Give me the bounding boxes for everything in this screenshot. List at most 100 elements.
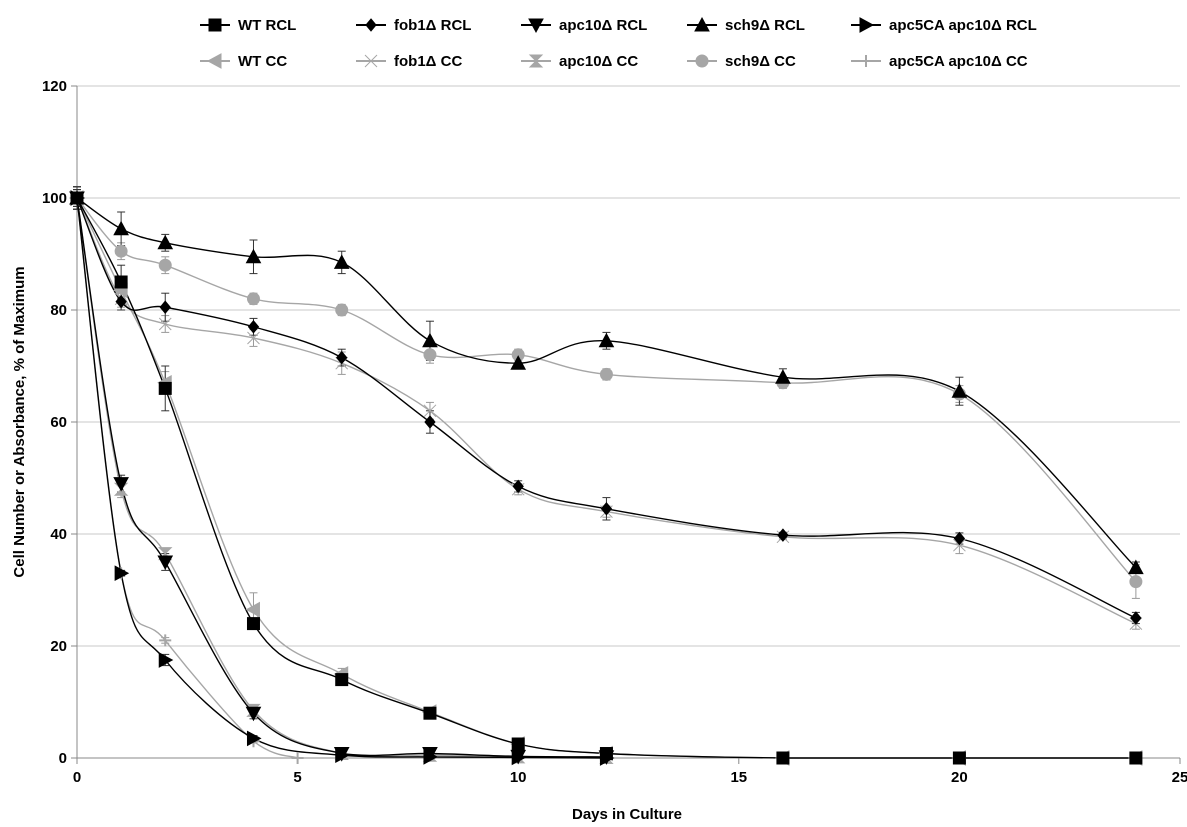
data-point — [158, 381, 172, 395]
data-point — [951, 383, 968, 398]
data-point — [246, 617, 260, 631]
y-tick-label: 120 — [42, 78, 67, 95]
legend-marker — [528, 18, 544, 34]
data-point — [333, 254, 350, 269]
data-point — [245, 248, 262, 264]
y-tick-label: 0 — [59, 750, 67, 767]
x-tick-label: 20 — [951, 769, 968, 786]
data-point — [157, 234, 174, 250]
data-points — [68, 189, 1144, 766]
data-point — [113, 477, 129, 492]
data-point — [246, 730, 262, 747]
data-point — [247, 320, 260, 334]
data-point — [511, 749, 527, 766]
data-point — [599, 367, 613, 381]
legend-label: apc5CA apc10Δ RCL — [889, 17, 1037, 34]
data-point — [158, 652, 174, 668]
legend: WT RCL fob1Δ RCL apc10Δ RCL sch9Δ RCL apc5CA… — [200, 16, 1037, 70]
data-point — [953, 531, 966, 546]
data-point — [246, 292, 260, 306]
data-point — [512, 479, 524, 494]
series-line — [76, 197, 1137, 619]
legend-marker — [694, 16, 710, 32]
legend-marker — [364, 54, 378, 68]
data-point — [777, 528, 789, 542]
data-point — [335, 303, 349, 317]
legend-marker — [528, 54, 544, 68]
legend-label: WT RCL — [238, 17, 296, 34]
legend-label: fob1Δ RCL — [394, 17, 471, 34]
y-tick-label: 100 — [42, 190, 67, 207]
data-point — [600, 502, 613, 516]
tick-labels: 0 20 40 60 80 100 120 0 5 10 15 20 25 — [42, 78, 1187, 786]
y-tick-label: 40 — [50, 526, 67, 543]
data-point — [423, 348, 437, 362]
x-tick-label: 25 — [1172, 769, 1187, 786]
legend-label: apc10Δ CC — [559, 53, 638, 70]
legend-label: fob1Δ CC — [394, 53, 462, 70]
legend-label: sch9Δ RCL — [725, 17, 805, 34]
legend-label: sch9Δ CC — [725, 53, 796, 70]
x-tick-label: 10 — [510, 769, 527, 786]
x-tick-label: 15 — [730, 769, 747, 786]
data-point — [114, 565, 130, 582]
data-point — [70, 190, 86, 206]
data-point — [159, 634, 172, 647]
data-point — [114, 275, 128, 289]
legend-label: apc5CA apc10Δ CC — [889, 53, 1028, 70]
data-point — [157, 555, 174, 571]
legend-label: WT CC — [238, 53, 287, 70]
data-point — [422, 332, 438, 348]
legend-marker — [206, 53, 222, 69]
data-point — [952, 751, 966, 765]
data-point — [158, 317, 172, 331]
error-bars — [73, 186, 1140, 758]
data-point — [423, 706, 437, 720]
gridlines — [77, 85, 1180, 647]
y-tick-label: 60 — [50, 414, 67, 431]
x-tick-label: 0 — [73, 769, 81, 786]
y-axis-title: Cell Number or Absorbance, % of Maximum — [11, 266, 28, 577]
data-point — [423, 404, 437, 418]
legend-marker — [860, 55, 872, 67]
data-point — [510, 355, 527, 370]
data-point — [1129, 751, 1143, 765]
data-point — [1130, 611, 1142, 625]
data-point — [159, 300, 171, 314]
series-line — [76, 197, 1137, 625]
y-tick-label: 20 — [50, 638, 67, 655]
legend-marker — [859, 17, 875, 33]
data-point — [245, 706, 262, 722]
series-line — [76, 197, 1137, 583]
data-point — [247, 331, 260, 345]
data-point — [511, 737, 525, 751]
data-point — [776, 751, 790, 765]
data-point — [113, 220, 129, 236]
data-point — [245, 601, 260, 618]
data-point — [291, 752, 304, 764]
series-line — [76, 197, 1137, 569]
x-axis-title: Days in Culture — [572, 806, 682, 823]
data-point — [115, 294, 127, 309]
data-point — [114, 244, 128, 258]
data-point — [424, 415, 436, 429]
series-line — [76, 197, 1136, 759]
data-point — [1128, 559, 1144, 575]
legend-label: apc10Δ RCL — [559, 17, 647, 34]
x-tick-label: 5 — [293, 769, 301, 786]
data-point — [1129, 575, 1143, 589]
legend-marker — [365, 18, 377, 32]
data-point — [336, 350, 348, 365]
data-point — [423, 749, 439, 765]
data-point — [775, 369, 791, 384]
data-point — [598, 332, 615, 348]
data-point — [599, 750, 615, 766]
series-lines — [76, 197, 1137, 759]
data-point — [335, 673, 349, 687]
legend-marker — [695, 54, 709, 68]
axes — [71, 85, 1181, 764]
data-point — [158, 258, 172, 272]
series-line — [76, 197, 1136, 759]
y-tick-label: 80 — [50, 302, 67, 319]
